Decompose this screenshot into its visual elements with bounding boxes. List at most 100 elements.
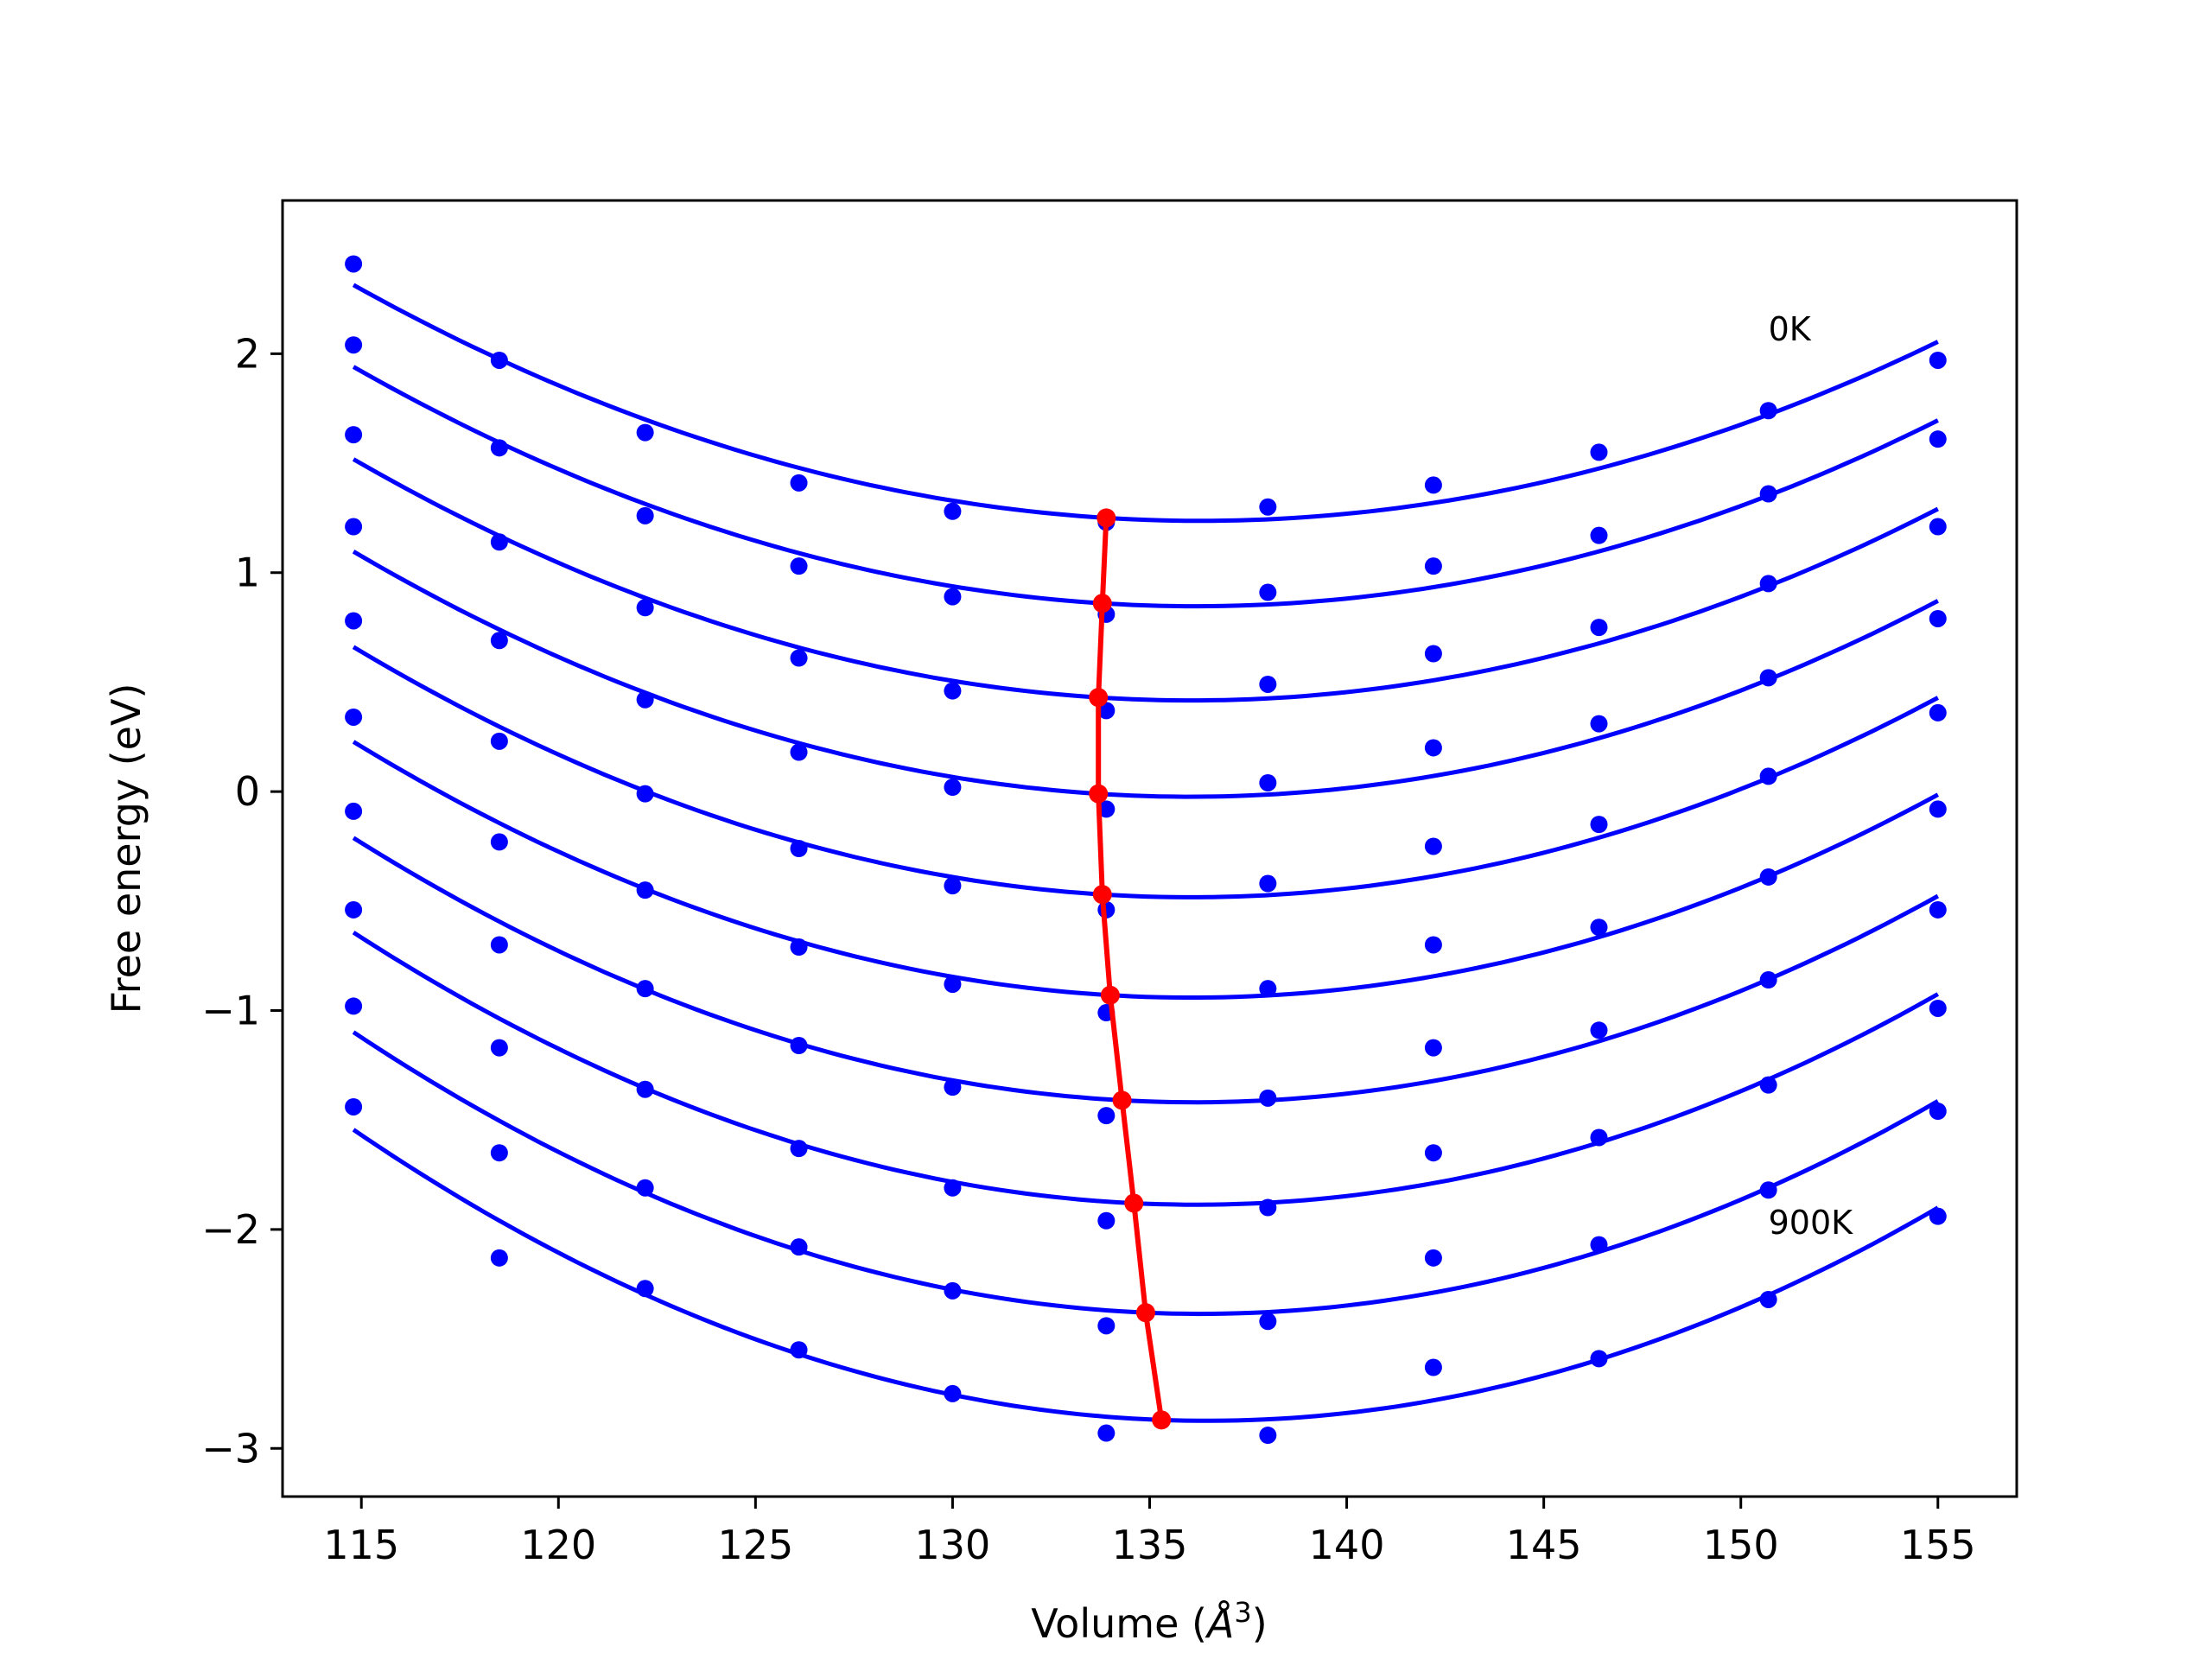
data-point — [636, 785, 654, 803]
minimum-path — [1096, 518, 1165, 1421]
data-point — [790, 938, 808, 957]
minimum-line — [1089, 508, 1172, 1430]
data-point — [944, 779, 962, 797]
fit-curves — [352, 283, 1940, 1423]
data-point — [636, 506, 654, 524]
x-tick-label: 155 — [1900, 1522, 1976, 1568]
data-point — [1590, 619, 1608, 637]
data-point — [944, 588, 962, 606]
data-point — [1097, 1424, 1116, 1442]
fit-curve — [352, 550, 1939, 799]
data-point — [1424, 645, 1442, 663]
data-point — [1424, 739, 1442, 757]
data-point — [790, 1238, 808, 1256]
annotation-label: 0K — [1769, 310, 1812, 348]
y-tick-label: −1 — [201, 988, 260, 1034]
data-point — [790, 743, 808, 761]
data-point — [1424, 936, 1442, 954]
data-point — [636, 1280, 654, 1298]
data-point — [1929, 800, 1947, 818]
data-point — [1097, 1107, 1116, 1125]
data-point — [345, 612, 363, 630]
data-point — [1590, 918, 1608, 937]
data-point — [1590, 816, 1608, 834]
data-point — [1759, 971, 1777, 989]
y-tick-label: −2 — [201, 1206, 260, 1253]
x-tick-label: 120 — [520, 1522, 596, 1568]
fit-curve — [352, 457, 1939, 703]
data-point — [1424, 476, 1442, 494]
data-point — [345, 518, 363, 536]
data-point — [636, 1179, 654, 1197]
data-point — [1424, 1144, 1442, 1162]
data-point — [1929, 351, 1947, 369]
x-axis-label-close: ) — [1252, 1600, 1268, 1647]
y-tick-label: 0 — [235, 768, 260, 815]
data-point — [944, 877, 962, 895]
x-tick-label: 115 — [323, 1522, 399, 1568]
data-point — [1590, 1128, 1608, 1147]
data-point — [636, 881, 654, 899]
data-point — [490, 533, 508, 551]
data-point — [944, 1281, 962, 1300]
data-point — [944, 1179, 962, 1197]
data-point — [636, 599, 654, 617]
data-point — [1759, 1181, 1777, 1199]
data-point — [1259, 675, 1277, 693]
data-point — [345, 997, 363, 1015]
data-point — [490, 936, 508, 954]
minimum-point — [1135, 1303, 1155, 1323]
data-point — [345, 708, 363, 726]
data-point — [1590, 526, 1608, 544]
minimum-point — [1092, 885, 1112, 905]
fit-curve — [352, 645, 1939, 899]
fit-curve — [352, 365, 1939, 609]
x-axis-ticks: 115 120 125 130 135 140 145 150 155 — [323, 1497, 1976, 1568]
data-point — [345, 1097, 363, 1116]
data-point — [1424, 837, 1442, 855]
data-point — [1929, 609, 1947, 627]
data-point — [1590, 443, 1608, 461]
data-point — [345, 255, 363, 273]
data-point — [1424, 1039, 1442, 1057]
data-point — [490, 1144, 508, 1162]
y-axis-label: Free energy (eV) — [103, 683, 149, 1014]
data-point — [1259, 1313, 1277, 1331]
x-tick-label: 150 — [1703, 1522, 1779, 1568]
data-point — [345, 336, 363, 354]
data-point — [345, 900, 363, 918]
minimum-point — [1124, 1193, 1144, 1213]
fit-curve — [352, 1128, 1940, 1423]
y-tick-label: 1 — [235, 550, 260, 596]
data-point — [490, 833, 508, 851]
plot-background — [283, 200, 2017, 1497]
data-point — [790, 1037, 808, 1055]
x-tick-label: 145 — [1506, 1522, 1582, 1568]
x-axis-label: Volume (Å3) — [1031, 1596, 1267, 1647]
data-point — [1929, 703, 1947, 721]
minimum-point — [1092, 594, 1112, 613]
x-axis-label-exponent: 3 — [1234, 1596, 1251, 1629]
data-point — [1759, 1076, 1777, 1094]
minimum-point — [1089, 784, 1109, 804]
data-point — [636, 690, 654, 709]
data-point — [1929, 1103, 1947, 1121]
minimum-point — [1089, 688, 1109, 708]
minimum-point — [1152, 1410, 1172, 1430]
data-point — [1590, 715, 1608, 733]
data-point — [1259, 874, 1277, 893]
data-point — [490, 439, 508, 457]
data-point — [1759, 868, 1777, 886]
data-point — [1097, 800, 1116, 818]
data-point — [944, 1078, 962, 1096]
data-point — [790, 1140, 808, 1158]
data-point — [1759, 485, 1777, 503]
data-point — [1424, 557, 1442, 575]
data-point — [490, 632, 508, 650]
data-point — [490, 1249, 508, 1267]
minimum-point — [1096, 508, 1116, 528]
data-point — [790, 557, 808, 575]
data-point — [636, 980, 654, 998]
data-point — [345, 426, 363, 444]
